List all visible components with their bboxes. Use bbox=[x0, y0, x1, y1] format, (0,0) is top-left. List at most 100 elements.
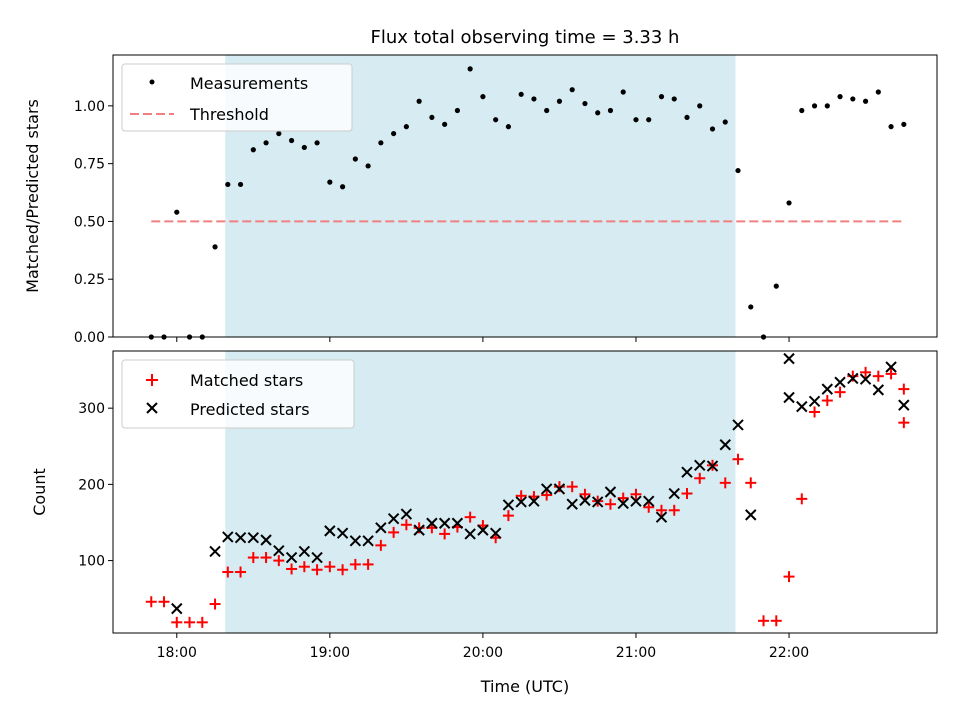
predicted-point bbox=[668, 487, 680, 500]
measurement-point bbox=[327, 179, 333, 185]
top-panel-frame bbox=[112, 54, 938, 338]
y-tick-label: 0.75 bbox=[74, 157, 105, 173]
matched-point bbox=[655, 504, 667, 516]
measurement-point bbox=[837, 94, 843, 100]
measurement-point bbox=[569, 87, 575, 93]
top-panel-marks bbox=[148, 66, 907, 340]
predicted-point bbox=[247, 532, 260, 544]
matched-point bbox=[579, 488, 591, 500]
bottom-panel-y-ticks: 100 200 300 bbox=[78, 401, 113, 570]
matched-point bbox=[643, 501, 655, 513]
matched-point bbox=[719, 477, 731, 489]
matched-point bbox=[235, 566, 247, 578]
predicted-point bbox=[847, 372, 859, 385]
matched-point bbox=[796, 493, 808, 505]
measurement-point bbox=[391, 130, 397, 137]
matched-point bbox=[388, 526, 400, 538]
matched-point bbox=[745, 477, 757, 489]
matched-point bbox=[247, 552, 259, 564]
predicted-point bbox=[387, 512, 400, 525]
matched-point bbox=[847, 370, 859, 382]
matched-point bbox=[617, 492, 629, 504]
measurement-point bbox=[722, 119, 728, 125]
x-tick-label: 20:00 bbox=[463, 645, 503, 661]
measurement-point bbox=[684, 114, 690, 121]
matched-point bbox=[349, 558, 361, 570]
measurement-point bbox=[416, 98, 422, 104]
predicted-point bbox=[694, 459, 706, 472]
measurement-point bbox=[174, 209, 180, 215]
predicted-point bbox=[477, 524, 489, 536]
predicted-point bbox=[464, 528, 476, 540]
measurement-point bbox=[339, 184, 346, 190]
predicted-point bbox=[591, 496, 604, 508]
predicted-point bbox=[643, 495, 655, 507]
predicted-point bbox=[706, 460, 719, 472]
matched-point bbox=[298, 561, 310, 573]
legend-matched-label: Matched stars bbox=[190, 371, 303, 390]
measurement-point bbox=[709, 126, 716, 132]
x-tick-label: 18:00 bbox=[157, 645, 197, 661]
predicted-point bbox=[515, 496, 527, 508]
matched-point bbox=[860, 366, 872, 378]
measurement-point bbox=[378, 140, 384, 146]
measurement-point bbox=[671, 96, 677, 102]
predicted-point bbox=[553, 483, 566, 495]
measurement-point bbox=[276, 130, 282, 137]
predicted-point bbox=[451, 517, 464, 529]
measurement-point bbox=[888, 124, 894, 130]
predicted-point bbox=[413, 524, 425, 536]
measurement-point bbox=[314, 140, 320, 146]
matched-point bbox=[821, 395, 833, 407]
y-tick-label: 300 bbox=[78, 401, 105, 417]
predicted-point bbox=[375, 522, 387, 534]
legend-measurements-label: Measurements bbox=[190, 74, 308, 93]
matched-point bbox=[770, 615, 782, 627]
y-tick-label: 0.25 bbox=[74, 272, 105, 288]
matched-point bbox=[196, 616, 208, 628]
predicted-point bbox=[311, 551, 323, 564]
measurement-point bbox=[531, 96, 537, 102]
matched-point bbox=[604, 498, 616, 510]
predicted-point bbox=[400, 508, 413, 520]
measurement-point bbox=[582, 100, 588, 107]
matched-point bbox=[324, 561, 336, 573]
matched-point bbox=[273, 555, 285, 567]
measurement-point bbox=[454, 107, 460, 114]
measurement-point bbox=[901, 121, 907, 127]
top-panel-legend: Measurements Threshold bbox=[121, 63, 353, 132]
measurement-point bbox=[288, 137, 295, 144]
matched-point bbox=[809, 406, 821, 418]
matched-point bbox=[337, 564, 349, 576]
matched-point bbox=[184, 616, 196, 628]
matched-point bbox=[362, 558, 374, 570]
predicted-point bbox=[732, 419, 744, 431]
x-tick-label: 19:00 bbox=[310, 645, 350, 661]
predicted-point bbox=[834, 376, 846, 388]
matched-point bbox=[834, 386, 846, 398]
predicted-point bbox=[502, 499, 515, 511]
x-tick-label: 21:00 bbox=[616, 645, 656, 661]
bottom-panel-xlabel: Time (UTC) bbox=[480, 677, 569, 696]
matched-point bbox=[222, 566, 234, 578]
top-panel-x-ticks bbox=[176, 337, 790, 342]
predicted-point bbox=[745, 509, 757, 521]
predicted-point bbox=[859, 373, 872, 385]
measurement-point bbox=[250, 147, 256, 153]
predicted-point bbox=[821, 383, 834, 395]
predicted-point bbox=[808, 395, 821, 408]
measurement-point bbox=[658, 94, 665, 100]
matched-point bbox=[694, 472, 706, 484]
top-panel-y-ticks: 0.00 0.25 0.50 0.75 1.00 bbox=[74, 99, 113, 346]
predicted-point bbox=[566, 498, 578, 510]
matched-point bbox=[260, 552, 272, 564]
measurement-point bbox=[212, 244, 218, 250]
measurement-point bbox=[862, 98, 869, 104]
measurement-point bbox=[467, 66, 473, 72]
matched-point bbox=[439, 528, 451, 540]
predicted-point bbox=[260, 534, 272, 546]
legend-threshold-label: Threshold bbox=[189, 105, 269, 124]
x-tick-label: 22:00 bbox=[769, 645, 809, 661]
measurement-point bbox=[518, 91, 524, 97]
predicted-point bbox=[273, 544, 285, 557]
